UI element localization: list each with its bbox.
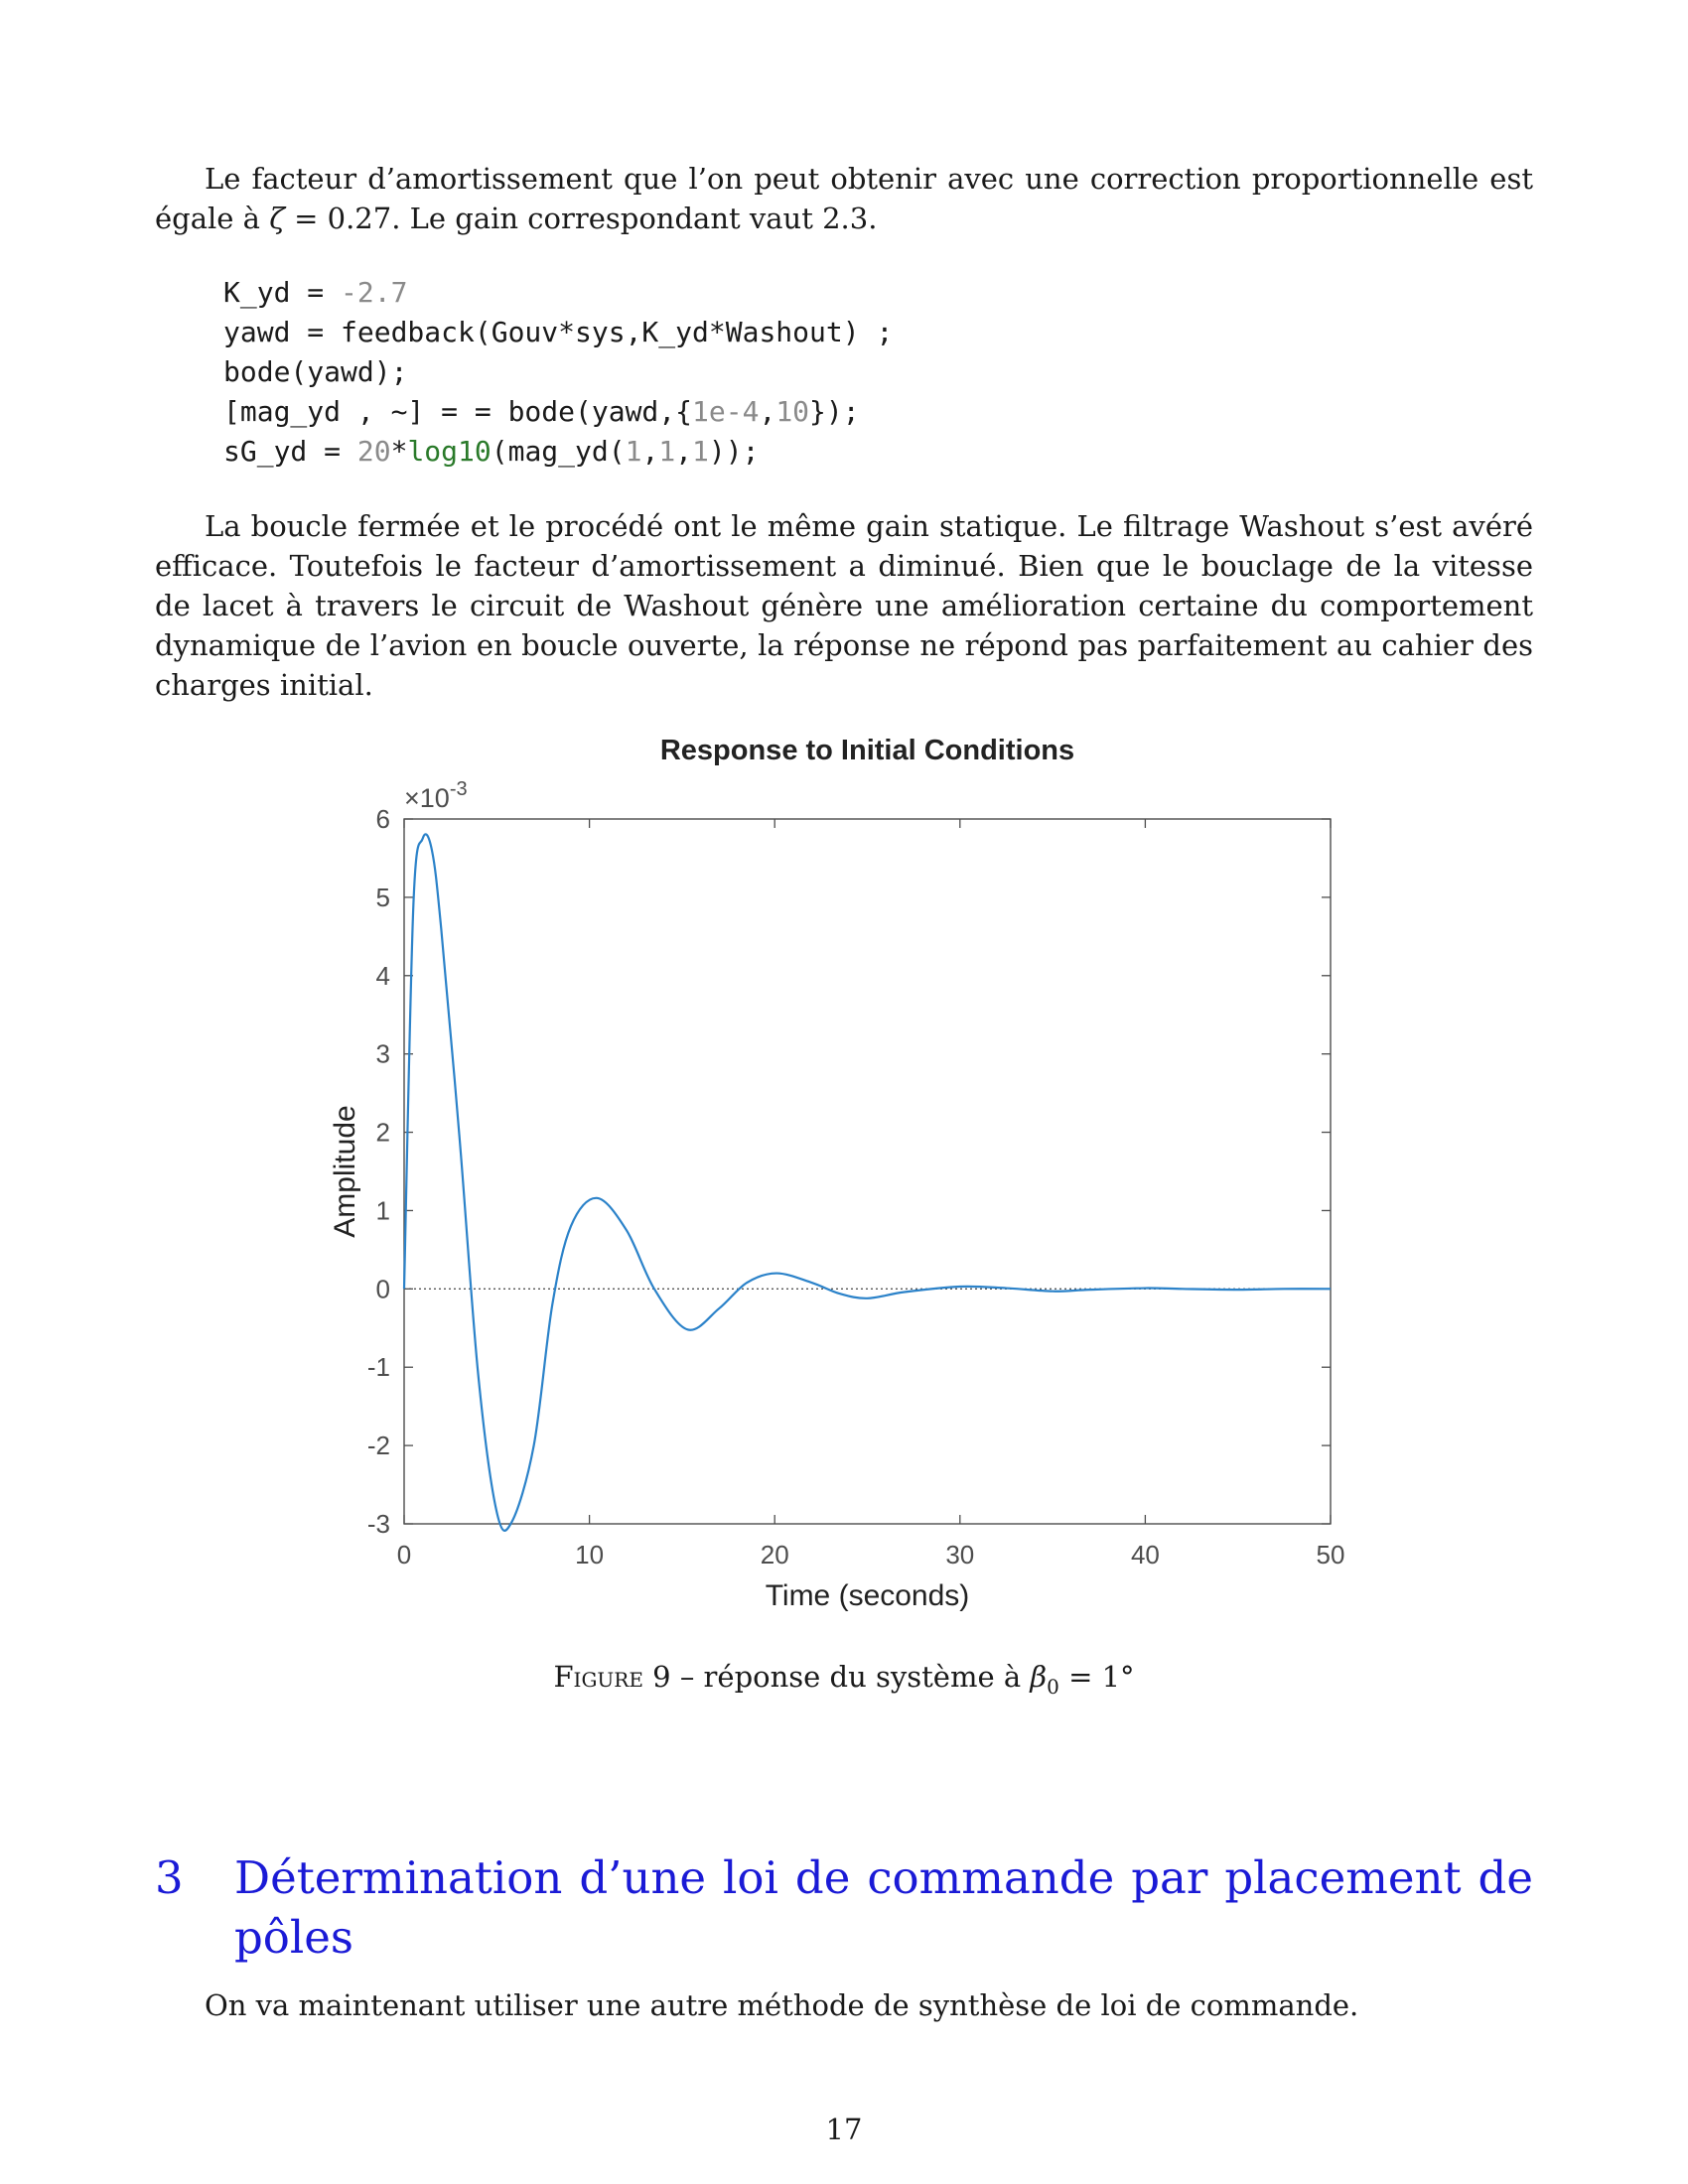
- code-line: yawd = feedback(Gouv*sys,K_yd*Washout) ;: [223, 316, 894, 348]
- y-tick-label: -2: [367, 1431, 390, 1460]
- x-tick-label: 50: [1317, 1540, 1345, 1570]
- code-function: log10: [407, 435, 492, 468]
- chart-title: Response to Initial Conditions: [660, 735, 1074, 766]
- section-title: Détermination d’une loi de commande par …: [234, 1851, 1533, 1964]
- y-exponent-label: ×10-3: [404, 778, 468, 813]
- code-number: 1: [625, 435, 642, 468]
- paragraph-damping: Le facteur d’amortissement que l’on peut…: [155, 159, 1533, 238]
- y-tick-label: 3: [376, 1039, 390, 1069]
- code-text: sG_yd =: [223, 435, 357, 468]
- figure-label: Figure 9: [553, 1660, 671, 1694]
- beta-symbol: β: [1030, 1660, 1048, 1694]
- x-tick-label: 40: [1131, 1540, 1160, 1570]
- paragraph-text: On va maintenant utiliser une autre méth…: [205, 1988, 1359, 2022]
- code-text: *: [390, 435, 408, 468]
- y-tick-label: -1: [367, 1352, 390, 1382]
- plot-frame: [403, 818, 1332, 1525]
- series-line: [402, 833, 1332, 1532]
- exponent-power: -3: [450, 778, 468, 800]
- code-number: 20: [356, 435, 391, 468]
- x-tick-label: 0: [397, 1540, 411, 1570]
- code-number: 10: [775, 395, 810, 428]
- y-tick-label: 0: [376, 1274, 390, 1303]
- code-text: [mag_yd , ~] = = bode(yawd,{: [223, 395, 693, 428]
- code-text: (mag_yd(: [491, 435, 626, 468]
- code-number: -2.7: [341, 276, 408, 309]
- y-tick-label: 4: [376, 961, 390, 991]
- x-tick-label: 30: [945, 1540, 974, 1570]
- y-tick-label: 1: [376, 1195, 390, 1225]
- caption-text: – réponse du système à: [670, 1660, 1031, 1694]
- paragraph-next-method: On va maintenant utiliser une autre méth…: [155, 1985, 1533, 2025]
- section-number: 3: [155, 1851, 184, 1904]
- x-tick-label: 10: [575, 1540, 604, 1570]
- code-text: ,: [675, 435, 693, 468]
- code-text: ,: [641, 435, 659, 468]
- y-tick-label: 6: [376, 804, 390, 834]
- figure-caption: Figure 9 – réponse du système à β0 = 1°: [0, 1660, 1688, 1699]
- code-text: ));: [708, 435, 760, 468]
- paragraph-text: = 0.27. Le gain correspondant vaut 2.3.: [284, 202, 878, 235]
- code-number: 1: [658, 435, 676, 468]
- y-tick-label: -3: [367, 1509, 390, 1539]
- code-line: bode(yawd);: [223, 355, 408, 388]
- exponent-base: ×10: [404, 783, 450, 813]
- paragraph-text: Le facteur d’amortissement que l’on peut…: [155, 162, 1533, 235]
- zeta-symbol: ζ: [269, 202, 285, 235]
- code-text: ,: [759, 395, 776, 428]
- y-tick-label: 5: [376, 883, 390, 912]
- x-tick-label: 20: [761, 1540, 789, 1570]
- page-number: 17: [825, 2113, 863, 2146]
- code-number: 1e-4: [692, 395, 760, 428]
- code-block: K_yd = -2.7 yawd = feedback(Gouv*sys,K_y…: [223, 273, 893, 472]
- code-text: K_yd =: [223, 276, 342, 309]
- paragraph-washout: La boucle fermée et le procédé ont le mê…: [155, 506, 1533, 705]
- code-text: });: [809, 395, 860, 428]
- code-number: 1: [692, 435, 709, 468]
- y-axis-label: Amplitude: [329, 1105, 361, 1237]
- response-chart: Response to Initial Conditions 0 10 20 30 40 5…: [298, 720, 1390, 1633]
- paragraph-text: La boucle fermée et le procédé ont le mê…: [155, 509, 1533, 702]
- y-tick-label: 2: [376, 1118, 390, 1148]
- beta-subscript: 0: [1047, 1674, 1059, 1699]
- x-axis-label: Time (seconds): [766, 1579, 970, 1612]
- caption-text: = 1°: [1058, 1660, 1135, 1694]
